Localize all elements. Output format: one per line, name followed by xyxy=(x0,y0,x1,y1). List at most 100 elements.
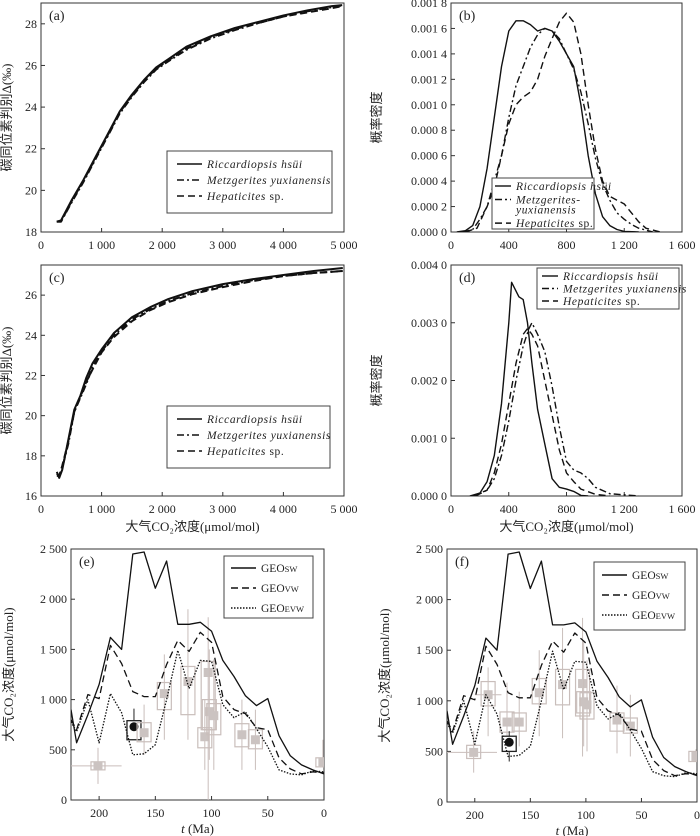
plot-area xyxy=(469,281,639,496)
legend-label: Metzgerites- xyxy=(515,195,581,207)
legend-label: Hepaticites sp. xyxy=(206,191,284,203)
median-marker-highlight xyxy=(129,722,139,732)
median-marker xyxy=(209,711,219,721)
series-line-geoevw xyxy=(447,650,697,778)
iqr-box xyxy=(531,677,547,705)
legend-label: GEOEVW xyxy=(261,603,304,615)
y-tick-label: 500 xyxy=(49,743,67,757)
x-tick-label: 1 600 xyxy=(669,502,696,516)
series-line-geovw xyxy=(447,632,697,777)
y-tick-label: 0.000 6 xyxy=(411,149,447,163)
legend-label-name: Riccardiopsis hsüi xyxy=(206,414,303,426)
plot-frame xyxy=(40,264,345,497)
median-marker xyxy=(514,717,524,727)
x-tick-label: 3 000 xyxy=(209,502,236,516)
series-line-hepaticites-sp- xyxy=(472,327,610,496)
median-marker xyxy=(534,688,544,698)
y-tick-label: 2 000 xyxy=(40,592,67,606)
x-tick-label: 800 xyxy=(558,238,576,252)
proxy-box xyxy=(622,694,638,757)
legend-label: Riccardiopsis hsüi xyxy=(515,181,612,193)
legend-label: Hepaticites sp. xyxy=(562,296,640,308)
x-tick-label: 50 xyxy=(635,808,647,822)
proxy-box xyxy=(447,731,497,773)
y-tick-label: 18 xyxy=(25,449,37,463)
y-tick-label: 0.001 0 xyxy=(411,98,447,112)
median-marker xyxy=(183,677,193,687)
y-tick-label: 0.001 8 xyxy=(411,0,447,10)
proxy-box xyxy=(688,749,697,763)
y-tick-label: 24 xyxy=(25,328,37,342)
proxy-box xyxy=(554,627,571,739)
iqr-box xyxy=(197,727,213,749)
series-line-geosw xyxy=(447,551,697,777)
y-tick-label: 1 000 xyxy=(416,694,443,708)
legend-box xyxy=(536,267,680,310)
iqr-box xyxy=(136,722,152,743)
plot-frame xyxy=(446,548,698,803)
legend-label: GEOSW xyxy=(261,563,297,575)
series-line-geoevw xyxy=(71,649,324,776)
proxy-box xyxy=(136,704,152,755)
y-tick-label: 0 xyxy=(437,795,443,809)
legend-label-base: GEO xyxy=(632,610,656,622)
y-tick-label: 0.001 2 xyxy=(411,72,447,86)
median-marker xyxy=(578,679,588,689)
x-tick-label: 4 000 xyxy=(270,502,297,516)
panel-label: (b) xyxy=(459,9,476,24)
median-marker xyxy=(502,717,512,727)
legend-label-name: Hepaticites xyxy=(206,446,266,458)
y-tick-label: 0.000 0 xyxy=(411,489,447,503)
x-tick-label: 0 xyxy=(448,502,454,516)
median-marker xyxy=(625,721,635,731)
legend-label-sub: SW xyxy=(285,564,298,574)
legend-label: Hepaticites sp. xyxy=(206,446,284,458)
series-line-geosw xyxy=(71,551,324,775)
legend-label-base: GEO xyxy=(261,563,285,575)
legend-label: Metzgerites yuxianensis xyxy=(562,284,687,296)
y-axis-title: 碳同位素判别Δ(‰) xyxy=(0,63,14,171)
x-axis-title: t (Ma) xyxy=(181,821,214,836)
legend-label-sub: SW xyxy=(656,571,669,581)
legend-label-name: Metzgerites yuxianensis xyxy=(206,175,331,187)
proxy-box xyxy=(180,609,196,740)
legend-label: GEOEVW xyxy=(632,610,675,622)
y-tick-label: 0.000 4 xyxy=(411,174,447,188)
x-tick-label: 200 xyxy=(90,806,108,820)
legend-box xyxy=(593,561,686,631)
iqr-box xyxy=(511,712,527,732)
proxy-box xyxy=(126,708,142,741)
median-marker xyxy=(237,730,247,740)
x-tick-label: 2 000 xyxy=(149,238,176,252)
median-marker xyxy=(469,747,479,757)
legend-label: Riccardiopsis hsüi xyxy=(206,159,303,171)
y-tick-label: 22 xyxy=(25,142,37,156)
y-tick-label: 2 000 xyxy=(416,593,443,607)
x-tick-label: 1 000 xyxy=(88,502,115,516)
legend-label-name: Hepaticites xyxy=(562,296,622,308)
x-tick-label: 50 xyxy=(262,806,274,820)
iqr-box xyxy=(466,744,482,760)
legend-label-suffix: sp. xyxy=(266,446,284,458)
series-line-hepaticites-sp- xyxy=(56,5,343,223)
iqr-box xyxy=(688,750,697,763)
x-axis-title: 大气CO₂浓度(μmol/mol) xyxy=(499,519,633,534)
x-tick-label: 800 xyxy=(558,502,576,516)
series-line-hepaticites-sp- xyxy=(56,270,343,477)
legend-box xyxy=(223,555,314,619)
proxy-box xyxy=(315,739,324,768)
x-tick-label: 400 xyxy=(500,502,518,516)
iqr-box xyxy=(206,703,222,736)
legend-label-suffix: sp. xyxy=(266,191,284,203)
y-tick-label: 18 xyxy=(25,225,37,239)
series-line-hepaticites-sp- xyxy=(465,12,661,232)
panel-b: 0 400 800 1 200 1 600 0.000 0 0.000 2 0.000 4 0.… xyxy=(369,0,696,252)
legend-label-cont: yuxianensis xyxy=(515,205,576,217)
legend-label: Riccardiopsis hsüi xyxy=(562,271,659,283)
x-tick-label: 0 xyxy=(321,806,327,820)
y-tick-label: 2 500 xyxy=(416,542,443,556)
x-tick-label: 0 xyxy=(38,238,44,252)
plot-area xyxy=(447,551,697,778)
legend-label-base: GEO xyxy=(261,603,285,615)
proxy-box xyxy=(579,660,595,752)
